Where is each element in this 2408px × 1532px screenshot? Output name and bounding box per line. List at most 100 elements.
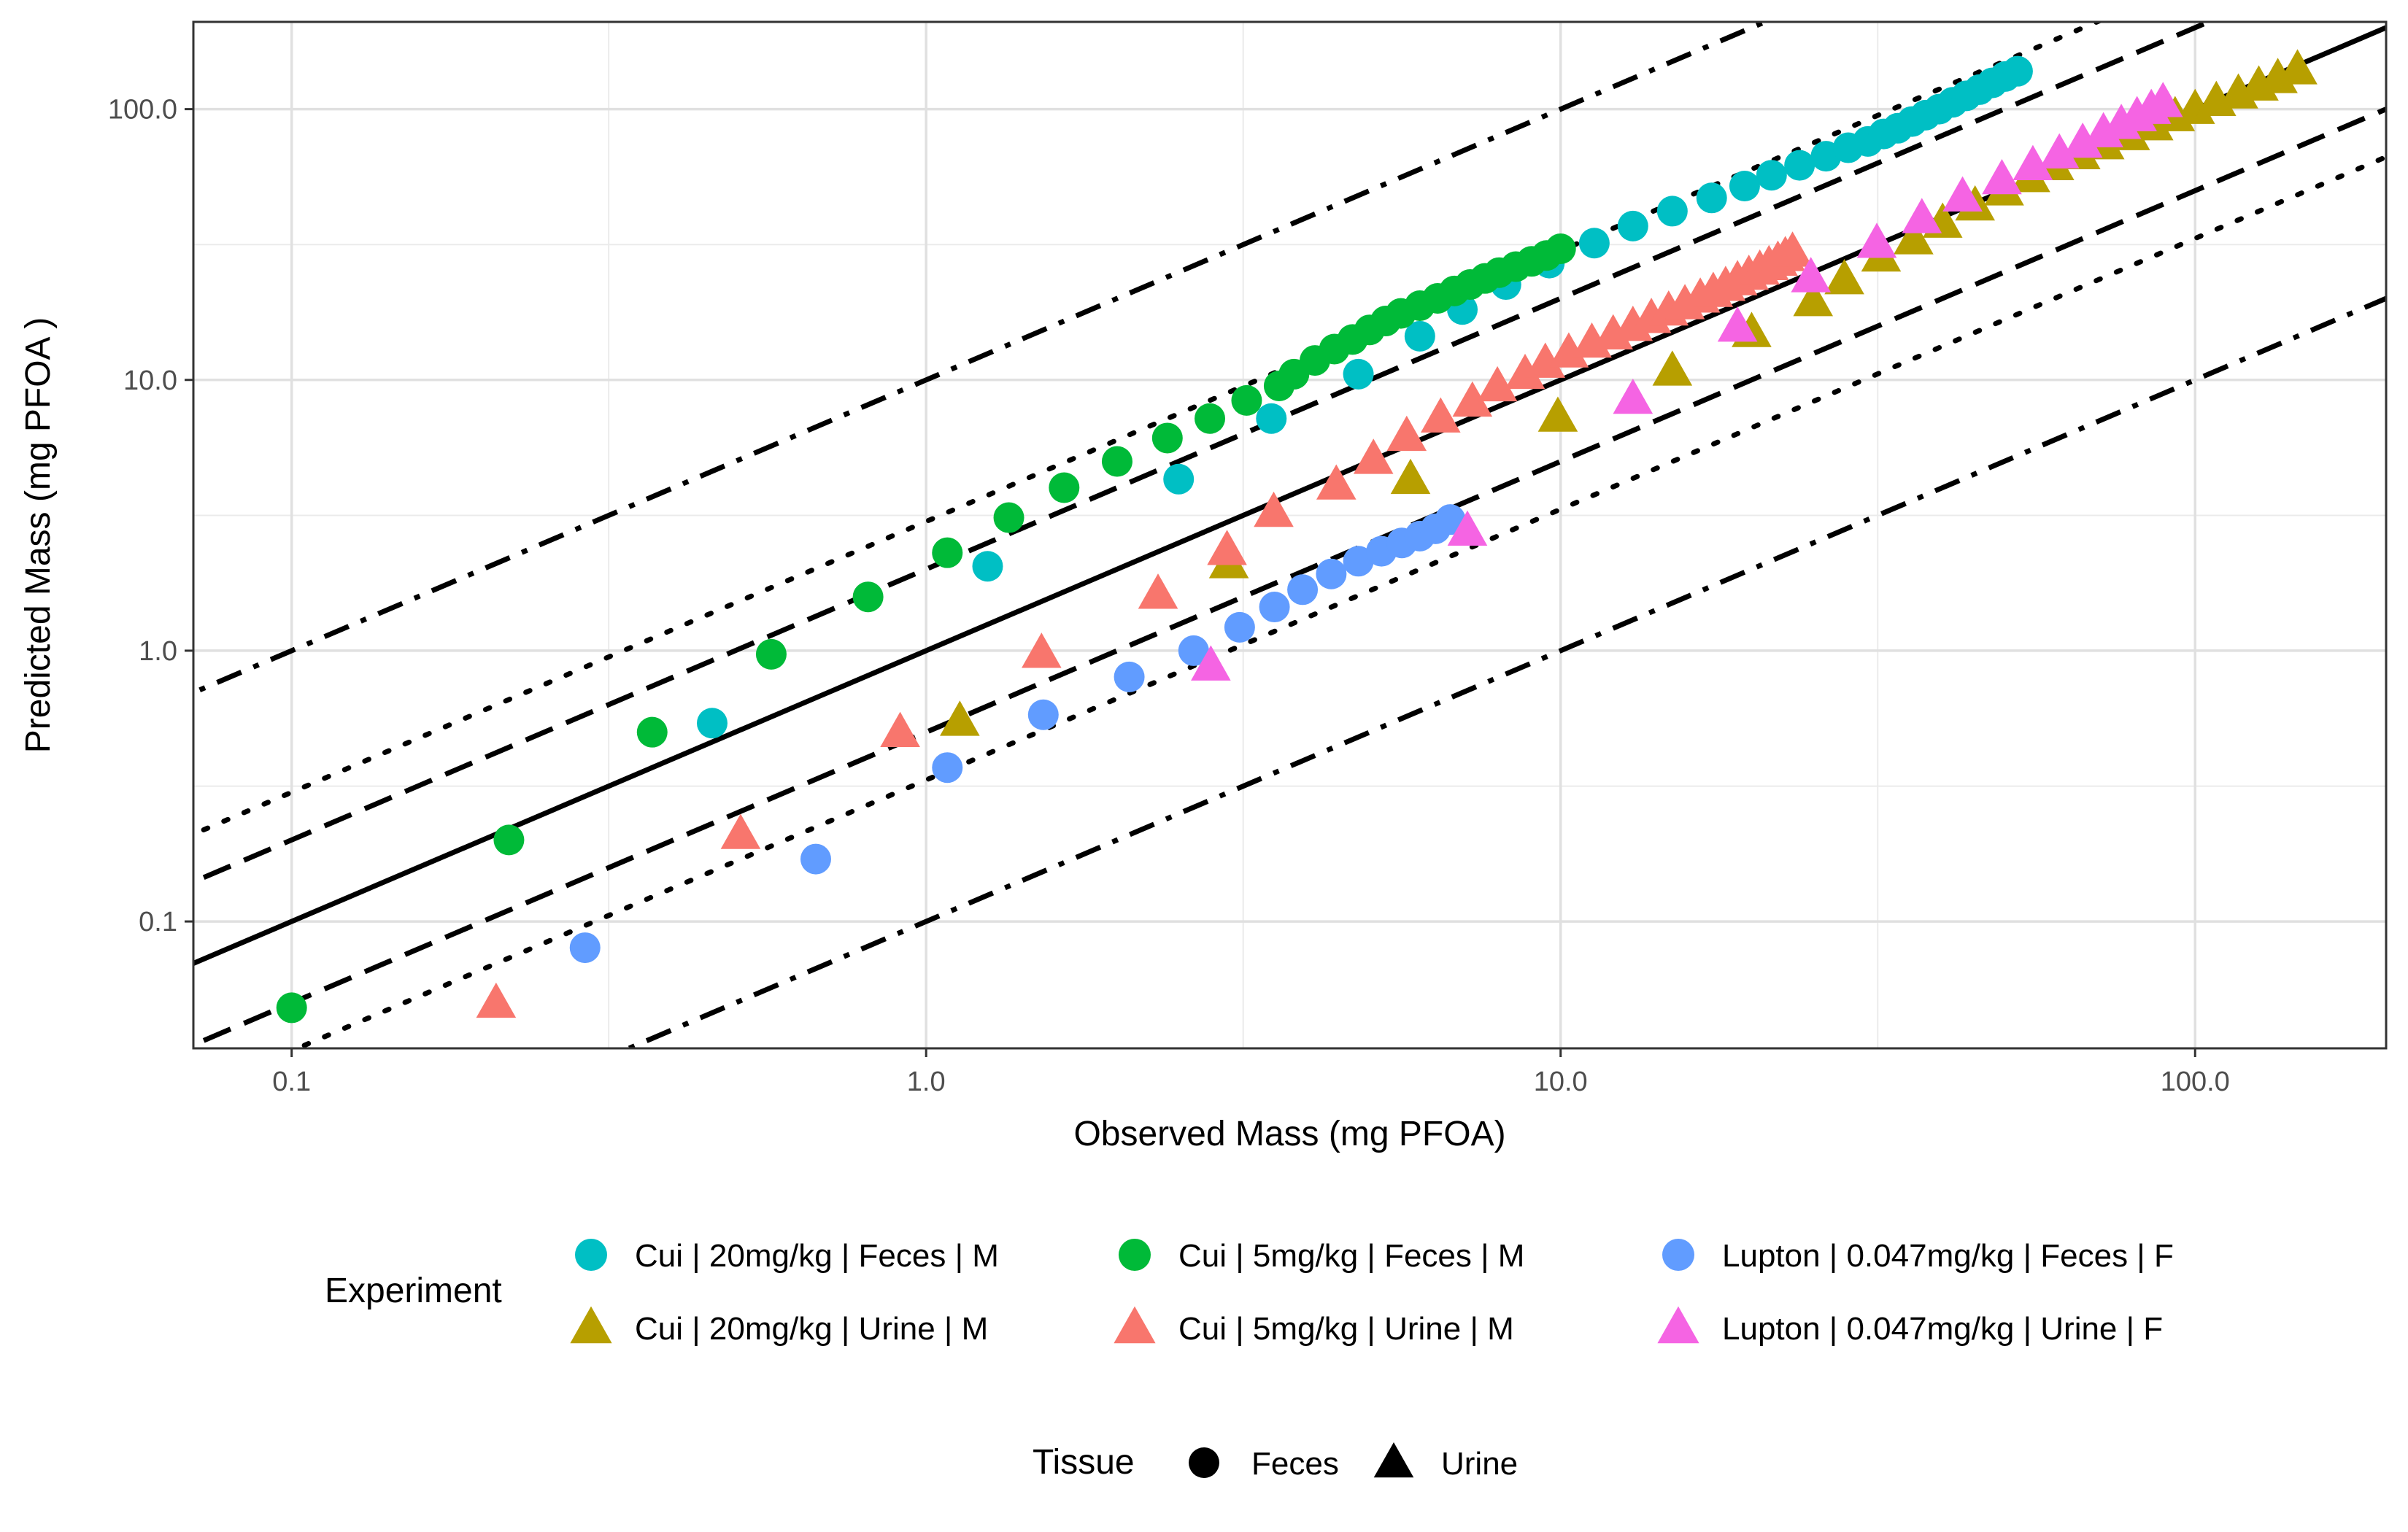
legend-tissue-item: Urine bbox=[1373, 1442, 1518, 1482]
data-point-triangle bbox=[1717, 306, 1758, 342]
data-point-triangle bbox=[2142, 82, 2183, 117]
data-point-triangle bbox=[1477, 365, 1518, 402]
data-point-circle bbox=[1404, 320, 1435, 352]
data-point-circle bbox=[1696, 182, 1727, 214]
legend-label: Lupton | 0.047mg/kg | Urine | F bbox=[1722, 1311, 2163, 1347]
data-point-triangle bbox=[2062, 122, 2103, 158]
data-point-circle bbox=[1256, 403, 1287, 434]
plot-frame bbox=[192, 20, 2388, 1050]
data-point-circle bbox=[1231, 384, 1262, 416]
data-point-triangle bbox=[1505, 353, 1545, 390]
data-point-circle bbox=[1049, 472, 1080, 503]
data-point-circle bbox=[972, 551, 1003, 582]
data-point-circle bbox=[1151, 422, 1183, 454]
data-point-triangle bbox=[720, 813, 761, 849]
data-point-triangle bbox=[1982, 158, 2022, 195]
data-point-circle bbox=[1656, 196, 1688, 227]
data-point-circle bbox=[755, 638, 787, 670]
legend-label: Cui | 20mg/kg | Feces | M bbox=[635, 1238, 999, 1274]
data-point-triangle bbox=[1548, 332, 1589, 368]
legend-triangle-icon bbox=[1114, 1306, 1156, 1344]
series bbox=[1191, 82, 2183, 681]
legend-item: Cui | 20mg/kg | Feces | M bbox=[575, 1238, 999, 1274]
data-point-circle bbox=[1343, 358, 1374, 390]
data-point-triangle bbox=[1824, 259, 1864, 295]
legend-circle-icon bbox=[575, 1239, 607, 1271]
legend-label: Cui | 20mg/kg | Urine | M bbox=[635, 1311, 988, 1347]
legend-item: Cui | 5mg/kg | Urine | M bbox=[1114, 1306, 1514, 1347]
legend-tissue-label: Feces bbox=[1251, 1446, 1339, 1482]
data-point-circle bbox=[932, 752, 963, 784]
legend-item: Lupton | 0.047mg/kg | Urine | F bbox=[1657, 1306, 2163, 1347]
data-point-circle bbox=[1617, 210, 1648, 241]
legend-circle-icon bbox=[1119, 1239, 1151, 1271]
plot-border bbox=[192, 20, 2388, 1050]
data-point-circle bbox=[932, 537, 963, 568]
data-point-triangle bbox=[880, 711, 920, 747]
series bbox=[569, 504, 1466, 964]
y-axis-title: Predicted Mass (mg PFOA ) bbox=[19, 317, 58, 754]
x-tick-label: 100.0 bbox=[2161, 1067, 2230, 1097]
data-point-circle bbox=[2002, 55, 2033, 87]
legend-item: Cui | 5mg/kg | Feces | M bbox=[1119, 1238, 1524, 1274]
data-point-triangle bbox=[1793, 281, 1834, 317]
data-point-circle bbox=[800, 843, 831, 875]
data-point-circle bbox=[1545, 233, 1576, 265]
data-point-triangle bbox=[1022, 632, 1062, 668]
data-point-triangle bbox=[1138, 573, 1178, 609]
data-point-circle bbox=[1756, 160, 1787, 191]
reference-line-dashed bbox=[193, 22, 2215, 885]
data-point-circle bbox=[276, 992, 307, 1024]
data-point-triangle bbox=[1254, 491, 1294, 527]
data-point-triangle bbox=[1856, 223, 1897, 258]
legend-tissue-title: Tissue bbox=[1033, 1443, 1135, 1482]
series bbox=[276, 233, 1576, 1024]
data-point-triangle bbox=[2039, 133, 2080, 169]
y-tick-label: 100.0 bbox=[108, 95, 177, 125]
data-point-circle bbox=[1784, 150, 1815, 181]
data-point-circle bbox=[1316, 558, 1347, 589]
data-point-triangle bbox=[1452, 381, 1493, 417]
data-point-triangle bbox=[1652, 350, 1693, 386]
legend-circle-icon bbox=[1662, 1239, 1694, 1271]
data-point-triangle bbox=[1537, 396, 1578, 432]
data-point-circle bbox=[993, 502, 1024, 533]
legend-label: Cui | 5mg/kg | Urine | M bbox=[1178, 1311, 1514, 1347]
x-axis-title: Observed Mass (mg PFOA) bbox=[1073, 1115, 1505, 1153]
x-tick-label: 1.0 bbox=[907, 1067, 946, 1097]
data-point-triangle bbox=[1390, 458, 1431, 495]
data-point-triangle bbox=[2277, 49, 2318, 85]
data-point-circle bbox=[1178, 635, 1209, 666]
data-point-triangle bbox=[1421, 397, 1461, 433]
data-point-circle bbox=[493, 824, 525, 856]
data-point-circle bbox=[1287, 574, 1319, 606]
legend: Experiment Tissue Cui | 20mg/kg | Feces … bbox=[325, 1238, 2174, 1482]
data-point-triangle bbox=[1942, 176, 1983, 212]
data-point-triangle bbox=[1525, 342, 1566, 378]
data-point-circle bbox=[569, 932, 601, 964]
legend-label: Lupton | 0.047mg/kg | Feces | F bbox=[1722, 1238, 2174, 1274]
x-tick-label: 0.1 bbox=[272, 1067, 311, 1097]
data-point-triangle bbox=[940, 700, 980, 736]
reference-line-dashed bbox=[193, 106, 2386, 1048]
data-point-circle bbox=[1163, 463, 1195, 495]
y-tick-label: 0.1 bbox=[139, 907, 177, 937]
reference-line-dotted bbox=[290, 154, 2386, 1048]
legend-circle-icon bbox=[1189, 1447, 1219, 1478]
data-point-triangle bbox=[1613, 378, 1653, 414]
data-point-triangle bbox=[1386, 415, 1427, 452]
grid bbox=[193, 22, 2386, 1048]
legend-triangle-icon bbox=[1657, 1306, 1699, 1344]
data-point-triangle bbox=[1191, 645, 1231, 681]
data-point-circle bbox=[852, 581, 884, 613]
axis-ticks: 0.1 1.0 10.0 100.0 0.1 1.0 10.0 100.0 bbox=[108, 95, 2230, 1097]
legend-tissue-label: Urine bbox=[1441, 1446, 1518, 1482]
legend-triangle-icon bbox=[570, 1306, 612, 1344]
data-point-circle bbox=[1195, 403, 1226, 434]
data-point-triangle bbox=[1353, 438, 1394, 474]
x-tick-label: 10.0 bbox=[1534, 1067, 1588, 1097]
data-point-triangle bbox=[1447, 510, 1488, 546]
data-points bbox=[276, 49, 2318, 1024]
data-point-circle bbox=[1578, 228, 1610, 259]
y-tick-label: 1.0 bbox=[139, 636, 177, 667]
